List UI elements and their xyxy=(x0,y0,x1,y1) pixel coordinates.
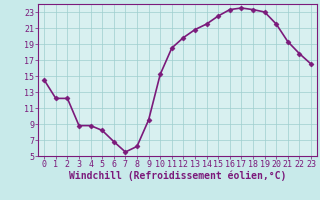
X-axis label: Windchill (Refroidissement éolien,°C): Windchill (Refroidissement éolien,°C) xyxy=(69,171,286,181)
